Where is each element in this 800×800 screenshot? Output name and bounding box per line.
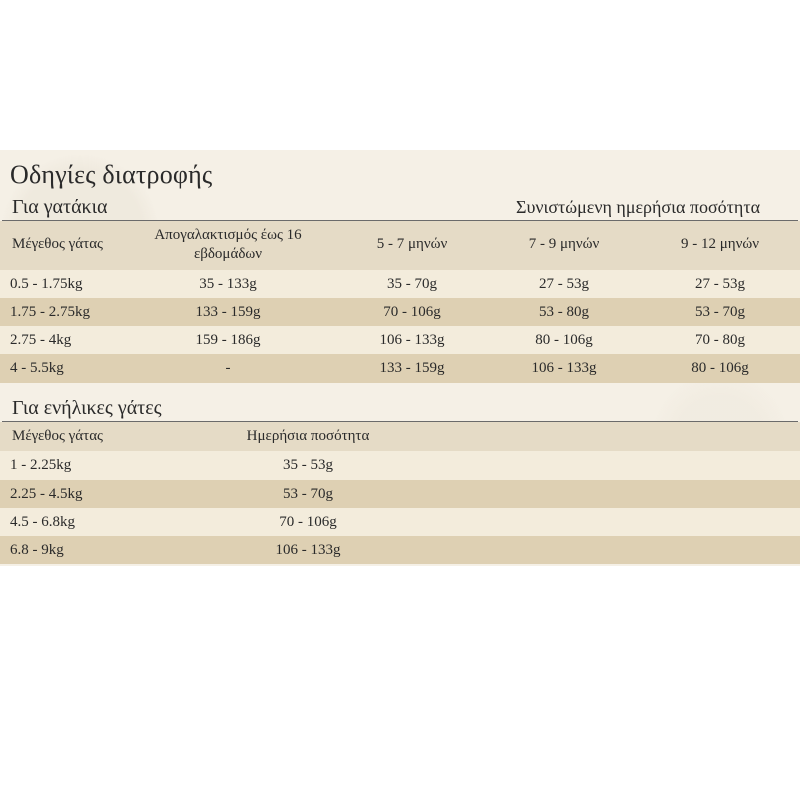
recommended-daily-label: Συνιστώμενη ημερήσια ποσότητα [516,197,788,218]
cell-empty [400,480,800,508]
cell-amount: 106 - 133g [216,536,400,564]
cell-7-9: 106 - 133g [488,354,640,382]
cell-wean: - [120,354,336,382]
cell-size: 4 - 5.5kg [0,354,120,382]
table-row: 4.5 - 6.8kg 70 - 106g [0,508,800,536]
cell-amount: 53 - 70g [216,480,400,508]
cell-wean: 133 - 159g [120,298,336,326]
feeding-guide-panel: Οδηγίες διατροφής Για γατάκια Συνιστώμεν… [0,150,800,566]
adults-section-header: Για ενήλικες γάτες [2,397,798,422]
cell-5-7: 133 - 159g [336,354,488,382]
cell-size: 2.75 - 4kg [0,326,120,354]
table-row: 1.75 - 2.75kg 133 - 159g 70 - 106g 53 - … [0,298,800,326]
cell-size: 4.5 - 6.8kg [0,508,216,536]
cell-size: 2.25 - 4.5kg [0,480,216,508]
cell-size: 0.5 - 1.75kg [0,270,120,298]
section-gap [0,383,800,397]
col-weaning-16w: Απογαλακτισμός έως 16 εβδομάδων [120,221,336,270]
cell-size: 1.75 - 2.75kg [0,298,120,326]
kittens-section-header: Για γατάκια Συνιστώμενη ημερήσια ποσότητ… [2,196,798,221]
table-row: 6.8 - 9kg 106 - 133g [0,536,800,564]
page-title: Οδηγίες διατροφής [0,158,800,196]
table-row: 0.5 - 1.75kg 35 - 133g 35 - 70g 27 - 53g… [0,270,800,298]
table-row: 4 - 5.5kg - 133 - 159g 106 - 133g 80 - 1… [0,354,800,382]
cell-amount: 70 - 106g [216,508,400,536]
cell-5-7: 35 - 70g [336,270,488,298]
cell-7-9: 27 - 53g [488,270,640,298]
kittens-table: Μέγεθος γάτας Απογαλακτισμός έως 16 εβδο… [0,221,800,383]
cell-amount: 35 - 53g [216,451,400,479]
cell-empty [400,508,800,536]
cell-9-12: 80 - 106g [640,354,800,382]
cell-5-7: 70 - 106g [336,298,488,326]
adults-header-row: Μέγεθος γάτας Ημερήσια ποσότητα [0,422,800,452]
col-5-7-months: 5 - 7 μηνών [336,221,488,270]
cell-7-9: 80 - 106g [488,326,640,354]
cell-wean: 159 - 186g [120,326,336,354]
cell-9-12: 70 - 80g [640,326,800,354]
col-spacer [400,422,800,452]
cell-empty [400,451,800,479]
col-9-12-months: 9 - 12 μηνών [640,221,800,270]
table-row: 2.25 - 4.5kg 53 - 70g [0,480,800,508]
cell-empty [400,536,800,564]
cell-size: 1 - 2.25kg [0,451,216,479]
adults-subtitle: Για ενήλικες γάτες [12,397,162,420]
cell-wean: 35 - 133g [120,270,336,298]
kittens-header-row: Μέγεθος γάτας Απογαλακτισμός έως 16 εβδο… [0,221,800,270]
cell-7-9: 53 - 80g [488,298,640,326]
cell-9-12: 27 - 53g [640,270,800,298]
table-row: 1 - 2.25kg 35 - 53g [0,451,800,479]
col-daily-amount: Ημερήσια ποσότητα [216,422,400,452]
kittens-subtitle: Για γατάκια [12,196,108,219]
col-cat-size: Μέγεθος γάτας [0,422,216,452]
cell-size: 6.8 - 9kg [0,536,216,564]
table-row: 2.75 - 4kg 159 - 186g 106 - 133g 80 - 10… [0,326,800,354]
cell-5-7: 106 - 133g [336,326,488,354]
col-7-9-months: 7 - 9 μηνών [488,221,640,270]
cell-9-12: 53 - 70g [640,298,800,326]
col-cat-size: Μέγεθος γάτας [0,221,120,270]
adults-table: Μέγεθος γάτας Ημερήσια ποσότητα 1 - 2.25… [0,422,800,565]
